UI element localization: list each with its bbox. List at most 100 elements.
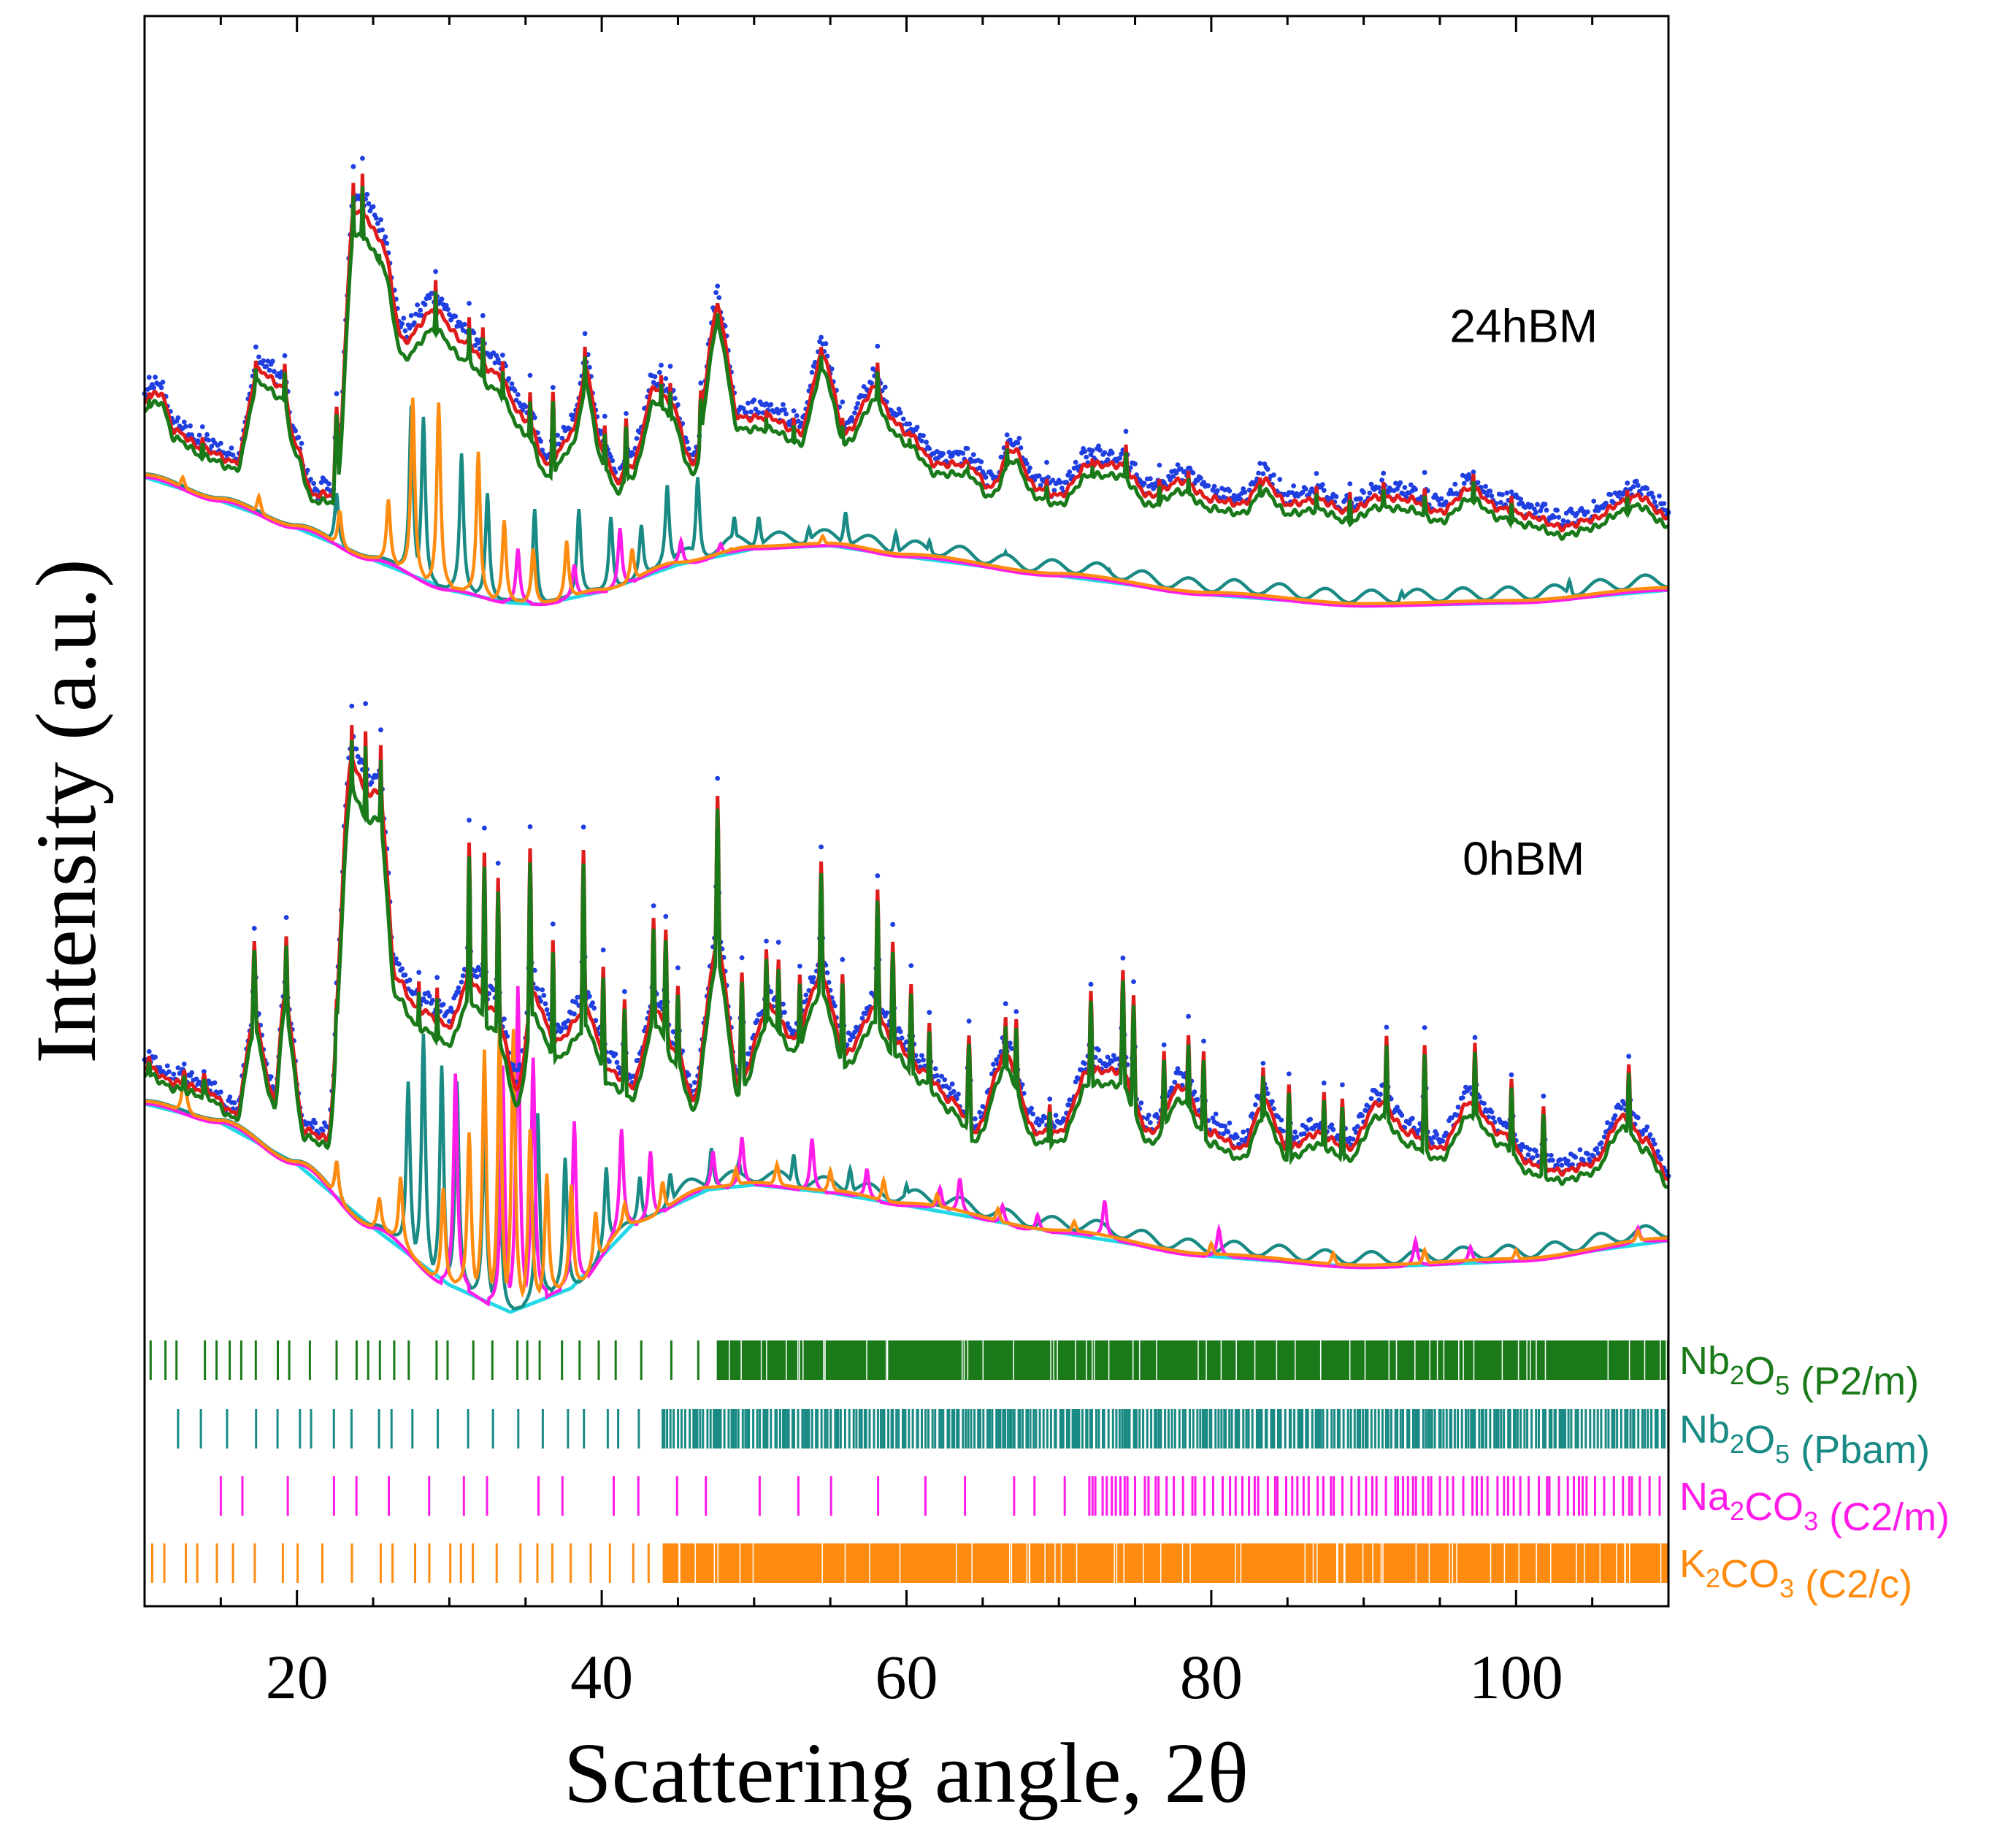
observed-point (1064, 480, 1069, 485)
observed-point (1468, 1085, 1473, 1091)
observed-point (949, 1081, 955, 1087)
marker-row-2 (219, 1476, 1661, 1516)
observed-point (430, 997, 435, 1003)
observed-point (1548, 1153, 1554, 1158)
observed-point (482, 825, 487, 831)
observed-point (1483, 483, 1488, 489)
legend-label-2: Na2CO3 (C2/m) (1679, 1475, 1950, 1539)
observed-point (448, 1005, 453, 1011)
observed-point (313, 1120, 318, 1126)
observed-point (540, 448, 545, 453)
observed-point (206, 437, 212, 443)
observed-point (1449, 1115, 1454, 1121)
observed-point (753, 407, 759, 412)
observed-point (282, 353, 288, 358)
phase-components (145, 397, 1668, 1311)
observed-point (602, 413, 608, 419)
observed-point (1360, 1113, 1365, 1119)
observed-point (667, 364, 673, 369)
observed-point (1222, 1124, 1228, 1129)
observed-point (545, 1011, 551, 1017)
observed-point (751, 397, 757, 403)
observed-point (1399, 1113, 1405, 1118)
observed-point (634, 436, 640, 441)
observed-point (675, 402, 681, 407)
observed-point (851, 1034, 856, 1040)
observed-point (861, 384, 867, 389)
observed-point (570, 417, 575, 422)
observed-point (408, 312, 414, 318)
observed-point (320, 1128, 326, 1133)
observed-point (785, 1021, 791, 1027)
observed-point (171, 1071, 177, 1077)
observed-point (456, 985, 461, 991)
observed-point (686, 1072, 691, 1078)
observed-point (1089, 448, 1095, 453)
observed-point (326, 481, 331, 487)
observed-point (1552, 514, 1557, 520)
observed-point (230, 452, 236, 458)
observed-point (188, 423, 193, 429)
observed-point (832, 1003, 838, 1009)
observed-point (380, 227, 385, 233)
observed-point (663, 913, 669, 919)
observed-point (1019, 1082, 1025, 1087)
observed-point (1406, 1121, 1412, 1127)
observed-point (555, 432, 560, 438)
observed-point (973, 1116, 978, 1121)
fit-line-24hbm (143, 186, 1669, 542)
observed-point (1408, 482, 1414, 488)
observed-point (956, 1091, 961, 1097)
observed-point (506, 376, 512, 381)
observed-point (1466, 472, 1471, 477)
observed-point (160, 380, 166, 385)
observed-point (472, 968, 478, 974)
observed-point (1175, 462, 1181, 467)
observed-point (1097, 448, 1103, 453)
observed-point (746, 400, 751, 406)
observed-point (659, 1000, 664, 1005)
observed-point (859, 1016, 865, 1021)
legend-text: O (1744, 1349, 1775, 1393)
observed-point (659, 362, 664, 368)
legend-text: (P2/m) (1790, 1359, 1919, 1403)
observed-point (311, 480, 317, 486)
observed-point (1138, 1100, 1144, 1105)
annotation-0hbm: 0hBM (1463, 832, 1584, 885)
observed-point (1650, 1137, 1656, 1143)
observed-point (600, 947, 606, 953)
observed-point (1585, 1151, 1590, 1156)
observed-point (396, 962, 402, 967)
observed-point (890, 921, 896, 927)
observed-point (587, 994, 592, 999)
observed-point (495, 860, 501, 866)
observed-point (1092, 1054, 1098, 1060)
observed-point (782, 407, 787, 413)
observed-point (1301, 1131, 1307, 1137)
observed-point (754, 1018, 760, 1023)
observed-point (829, 366, 835, 372)
observed-point (1541, 1093, 1547, 1099)
observed-point (1565, 1158, 1571, 1164)
x-tick-label: 100 (1469, 1642, 1563, 1712)
legend-label-0: Nb2O5 (P2/m) (1679, 1339, 1919, 1403)
observed-point (739, 955, 745, 961)
observed-point (527, 372, 533, 378)
observed-point (1190, 470, 1196, 476)
observed-point (1649, 491, 1655, 496)
observed-point (477, 967, 483, 972)
observed-point (401, 315, 407, 321)
observed-point (1489, 1109, 1495, 1115)
observed-point (264, 364, 269, 369)
observed-point (1024, 461, 1030, 467)
observed-point (908, 963, 914, 968)
observed-point (573, 1000, 578, 1005)
observed-point (189, 1070, 195, 1075)
y-axis-title: Intensity (a.u.) (18, 559, 114, 1063)
observed-point (1195, 1097, 1200, 1102)
observed-point (823, 341, 829, 347)
observed-point (399, 966, 405, 972)
observed-point (209, 443, 215, 449)
observed-point (1088, 452, 1094, 457)
observed-point (1305, 1127, 1310, 1132)
